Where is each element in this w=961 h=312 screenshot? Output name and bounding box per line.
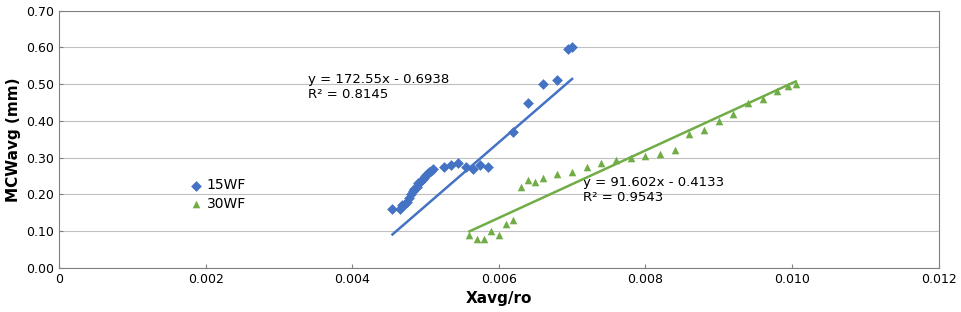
30WF: [469, 236, 484, 241]
15WF: [443, 163, 458, 168]
15WF: [564, 45, 579, 50]
30WF: [461, 232, 477, 237]
30WF: [787, 82, 802, 87]
30WF: [696, 128, 711, 133]
15WF: [505, 129, 521, 134]
15WF: [416, 175, 431, 180]
30WF: [681, 131, 697, 136]
30WF: [623, 155, 638, 160]
30WF: [740, 100, 755, 105]
15WF: [451, 161, 466, 166]
Text: y = 172.55x - 0.6938
R² = 0.8145: y = 172.55x - 0.6938 R² = 0.8145: [308, 73, 449, 101]
30WF: [710, 119, 726, 124]
Text: y = 91.602x - 0.4133
R² = 0.9543: y = 91.602x - 0.4133 R² = 0.9543: [582, 176, 724, 204]
30WF: [579, 164, 594, 169]
15WF: [394, 203, 409, 208]
30WF: [725, 111, 740, 116]
15WF: [423, 168, 438, 173]
Y-axis label: MCWavg (mm): MCWavg (mm): [6, 77, 20, 202]
30WF: [483, 229, 499, 234]
30WF: [769, 89, 784, 94]
15WF: [399, 199, 414, 204]
15WF: [465, 166, 480, 171]
Legend: 15WF, 30WF: 15WF, 30WF: [185, 174, 250, 215]
30WF: [520, 177, 535, 182]
30WF: [593, 161, 608, 166]
15WF: [472, 163, 487, 168]
30WF: [779, 84, 795, 89]
15WF: [480, 164, 495, 169]
15WF: [405, 188, 420, 193]
30WF: [512, 185, 528, 190]
30WF: [549, 172, 564, 177]
30WF: [476, 236, 491, 241]
30WF: [498, 222, 513, 227]
15WF: [384, 207, 400, 212]
15WF: [402, 196, 417, 201]
X-axis label: Xavg/ro: Xavg/ro: [465, 291, 531, 306]
15WF: [560, 47, 576, 52]
30WF: [490, 232, 505, 237]
15WF: [403, 192, 418, 197]
30WF: [564, 170, 579, 175]
30WF: [534, 175, 550, 180]
30WF: [754, 96, 770, 101]
15WF: [419, 172, 434, 177]
15WF: [397, 201, 412, 206]
15WF: [435, 164, 451, 169]
15WF: [520, 100, 535, 105]
15WF: [408, 185, 424, 190]
15WF: [549, 78, 564, 83]
30WF: [505, 218, 521, 223]
30WF: [528, 179, 543, 184]
15WF: [425, 166, 440, 171]
15WF: [421, 170, 436, 175]
30WF: [607, 157, 623, 162]
30WF: [666, 148, 681, 153]
15WF: [411, 179, 427, 184]
30WF: [637, 153, 653, 158]
15WF: [457, 164, 473, 169]
15WF: [417, 173, 432, 178]
15WF: [413, 177, 429, 182]
15WF: [407, 187, 422, 192]
15WF: [392, 207, 407, 212]
30WF: [652, 152, 667, 157]
15WF: [534, 82, 550, 87]
15WF: [410, 181, 426, 186]
